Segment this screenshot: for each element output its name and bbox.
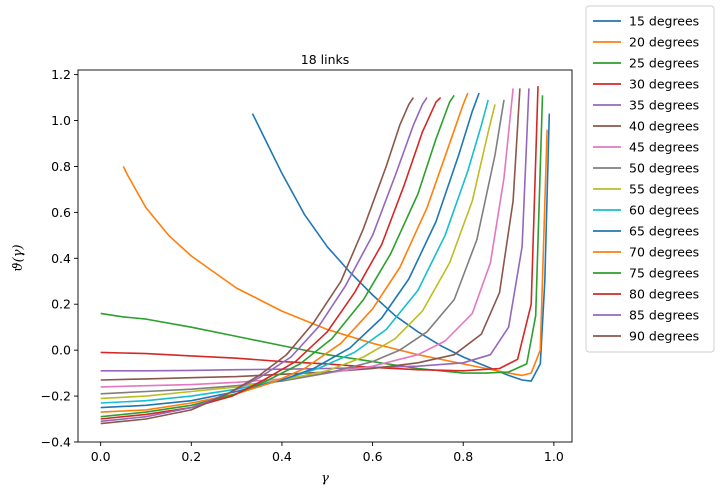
y-tick-label: 0.6: [51, 205, 71, 220]
y-tick-label: 0.8: [51, 159, 71, 174]
series-line-5: [100, 88, 530, 372]
series-line-8: [100, 99, 505, 395]
x-axis: 0.0 0.2 0.4 0.6 0.8 1.0: [91, 442, 564, 464]
x-tick-label: 0.4: [272, 449, 292, 464]
x-tick-label: 0.2: [181, 449, 201, 464]
series-line-13: [100, 94, 455, 418]
legend-label: 25 degrees: [629, 56, 699, 71]
legend-label: 20 degrees: [629, 35, 699, 50]
legend-frame: [585, 5, 715, 353]
legend-label: 55 degrees: [629, 182, 699, 197]
series-line-2: [122, 129, 548, 377]
legend-label: 50 degrees: [629, 161, 699, 176]
series-line-10: [100, 99, 489, 404]
y-tick-label: 0.2: [51, 297, 71, 312]
y-tick-label: −0.4: [41, 435, 71, 450]
y-tick-label: 1.2: [51, 67, 71, 82]
series-line-1: [251, 113, 551, 382]
legend-label: 60 degrees: [629, 203, 699, 218]
legend-label: 70 degrees: [629, 245, 699, 260]
legend-label: 90 degrees: [629, 329, 699, 344]
legend-label: 15 degrees: [629, 14, 699, 29]
legend-label: 45 degrees: [629, 140, 699, 155]
series-line-6: [100, 88, 521, 381]
legend-label: 75 degrees: [629, 266, 699, 281]
x-tick-label: 1.0: [544, 449, 564, 464]
series-line-9: [100, 104, 496, 400]
legend-label: 85 degrees: [629, 308, 699, 323]
series-line-11: [100, 92, 480, 409]
legend: 15 degrees 20 degrees 25 degrees 30 degrees…: [585, 5, 715, 353]
series-line-15: [100, 97, 428, 423]
y-tick-label: 0.4: [51, 251, 71, 266]
x-tick-label: 0.8: [453, 449, 473, 464]
series-line-12: [100, 92, 469, 413]
legend-label: 35 degrees: [629, 98, 699, 113]
x-tick-label: 0.0: [91, 449, 111, 464]
x-axis-title: γ: [321, 471, 329, 486]
y-tick-label: 0.0: [51, 343, 71, 358]
legend-label: 65 degrees: [629, 224, 699, 239]
legend-label: 80 degrees: [629, 287, 699, 302]
y-axis-title: ϑ(γ): [11, 244, 26, 271]
chart-title: 18 links: [301, 52, 350, 67]
x-tick-label: 0.6: [363, 449, 383, 464]
series-line-4: [100, 86, 539, 372]
plot-frame: [77, 69, 573, 443]
y-tick-label: 1.0: [51, 113, 71, 128]
plot-area: [77, 69, 573, 443]
legend-label: 30 degrees: [629, 77, 699, 92]
y-tick-label: −0.2: [41, 389, 71, 404]
series-line-7: [100, 88, 514, 388]
legend-label: 40 degrees: [629, 119, 699, 134]
y-axis: −0.4 −0.2 0.0 0.2 0.4 0.6 0.8 1.0 1.2: [41, 67, 78, 450]
series-line-16: [100, 97, 415, 425]
